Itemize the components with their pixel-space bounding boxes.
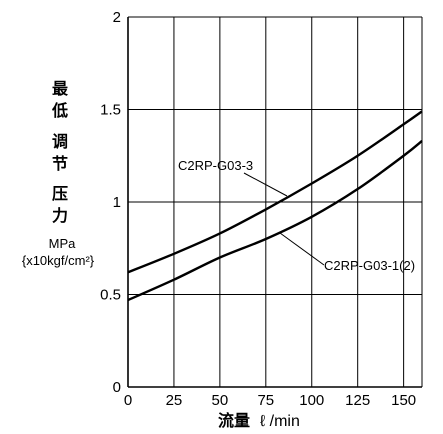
series-label-1: C2RP-G03-3 bbox=[178, 158, 253, 173]
y-tick-label: 2 bbox=[113, 9, 121, 26]
y-axis-label-char: 节 bbox=[52, 154, 68, 173]
x-tick-label: 0 bbox=[124, 392, 132, 409]
x-tick-label: 75 bbox=[257, 392, 274, 409]
y-tick-label: 0.5 bbox=[100, 287, 121, 304]
y-axis-label-char: 最 bbox=[52, 80, 69, 98]
y-axis-label-char: 低 bbox=[51, 101, 68, 120]
x-tick-label: 50 bbox=[212, 392, 229, 409]
x-axis-unit: ℓ /min bbox=[260, 413, 300, 430]
series-line-1 bbox=[127, 110, 423, 274]
x-tick-label: 100 bbox=[299, 392, 324, 409]
series-label-leader-2 bbox=[279, 232, 325, 266]
y-tick-label: 0 bbox=[113, 379, 121, 396]
x-tick-label: 25 bbox=[166, 392, 183, 409]
y-axis-unit-secondary: {x10kgf/cm²} bbox=[22, 253, 95, 268]
x-tick-label: 150 bbox=[391, 392, 416, 409]
x-ticks: 0 25 50 75 100 125 150 bbox=[124, 392, 416, 409]
y-axis-label-char: 力 bbox=[52, 206, 68, 225]
y-tick-label: 1.5 bbox=[100, 102, 121, 119]
y-ticks: 0 0.5 1 1.5 2 bbox=[100, 9, 121, 396]
y-tick-label: 1 bbox=[113, 194, 121, 211]
series-label-leader-1 bbox=[243, 172, 288, 197]
grid bbox=[127, 16, 423, 388]
y-axis-label-char: 调 bbox=[52, 133, 68, 151]
x-tick-label: 125 bbox=[345, 392, 370, 409]
series-label-2: C2RP-G03-1(2) bbox=[324, 258, 415, 273]
series-lines bbox=[127, 110, 423, 302]
series-line-2 bbox=[127, 140, 423, 302]
y-axis-unit: MPa bbox=[49, 236, 77, 251]
y-axis-label-char: 压 bbox=[52, 185, 68, 203]
x-axis-label: 流量 bbox=[218, 411, 250, 430]
